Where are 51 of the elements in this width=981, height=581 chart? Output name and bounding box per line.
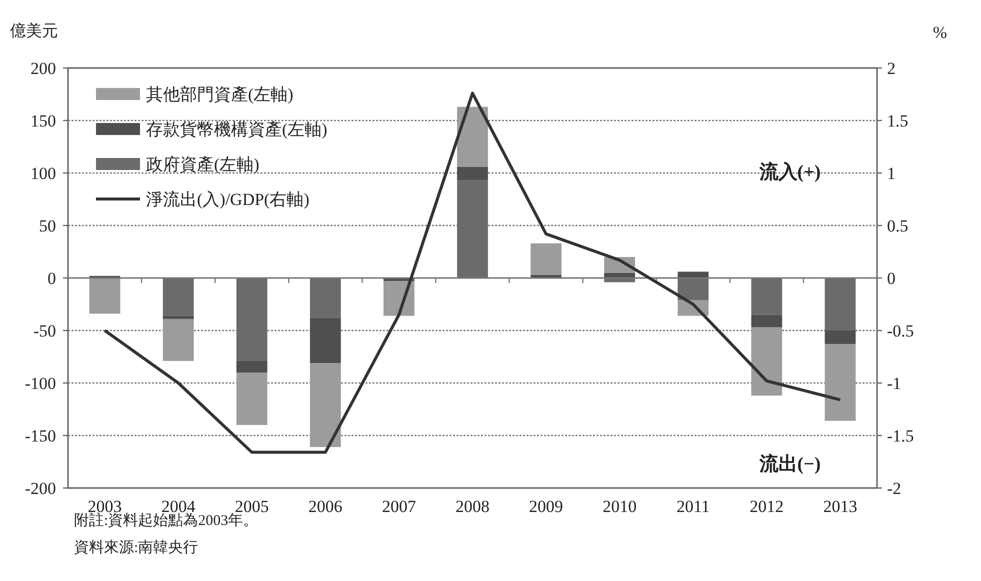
- y2-tick-label: -1.5: [887, 426, 914, 446]
- y2-tick-label: 2: [887, 59, 896, 78]
- legend-label: 淨流出(入)/GDP(右軸): [146, 190, 310, 209]
- y-tick-label: 50: [39, 216, 56, 236]
- bar: [457, 166, 488, 180]
- y-tick-label: -50: [33, 322, 56, 340]
- x-tick-label: 2008: [456, 497, 490, 516]
- bar: [310, 318, 341, 364]
- bar: [678, 272, 709, 278]
- bar: [236, 360, 268, 372]
- source-note: 資料來源:南韓央行: [74, 539, 198, 556]
- bar: [824, 330, 856, 344]
- bar: [824, 344, 856, 421]
- y-axis-title: 億美元: [10, 22, 58, 40]
- bar: [751, 314, 782, 328]
- y-tick-label: 200: [30, 59, 56, 78]
- annotation: 流入(+): [758, 161, 821, 183]
- legend-label: 政府資產(左軸): [146, 155, 260, 174]
- y2-tick-label: 0.5: [887, 216, 908, 236]
- y-tick-label: -200: [24, 479, 56, 498]
- y2-tick-label: -1: [887, 374, 902, 393]
- bar: [162, 318, 194, 361]
- bar: [162, 316, 194, 319]
- y2-tick-label: -0.5: [887, 322, 914, 340]
- bar: [751, 327, 782, 396]
- bar: [457, 106, 488, 167]
- x-tick-label: 2005: [234, 497, 269, 516]
- y2-tick-label: 0: [887, 269, 896, 288]
- x-tick-label: 2009: [529, 497, 564, 516]
- y-tick-label: 0: [48, 269, 56, 288]
- y2-axis-title: %: [932, 23, 947, 42]
- annotation: 流出(−): [758, 453, 821, 475]
- x-tick-label: 2006: [308, 497, 342, 516]
- y2-tick-label: -2: [887, 479, 902, 498]
- y2-tick-label: 1.5: [887, 112, 908, 130]
- x-tick-label: 2011: [676, 497, 710, 516]
- y2-tick-label: 1: [887, 164, 896, 183]
- bar: [236, 372, 268, 425]
- legend-label: 其他部門資產(左軸): [146, 85, 294, 104]
- x-tick-label: 2007: [382, 497, 416, 516]
- y-tick-label: -150: [24, 426, 56, 446]
- y-tick-label: 100: [30, 164, 56, 183]
- x-tick-label: 2012: [750, 497, 784, 516]
- legend-label: 存款貨幣機構資產(左軸): [146, 120, 328, 139]
- x-tick-label: 2010: [602, 497, 637, 516]
- y-tick-label: 150: [30, 112, 56, 130]
- bar: [310, 363, 341, 448]
- bar: [89, 278, 120, 314]
- bar: [530, 243, 562, 275]
- y-tick-label: -100: [24, 374, 56, 393]
- x-tick-label: 2013: [823, 497, 858, 516]
